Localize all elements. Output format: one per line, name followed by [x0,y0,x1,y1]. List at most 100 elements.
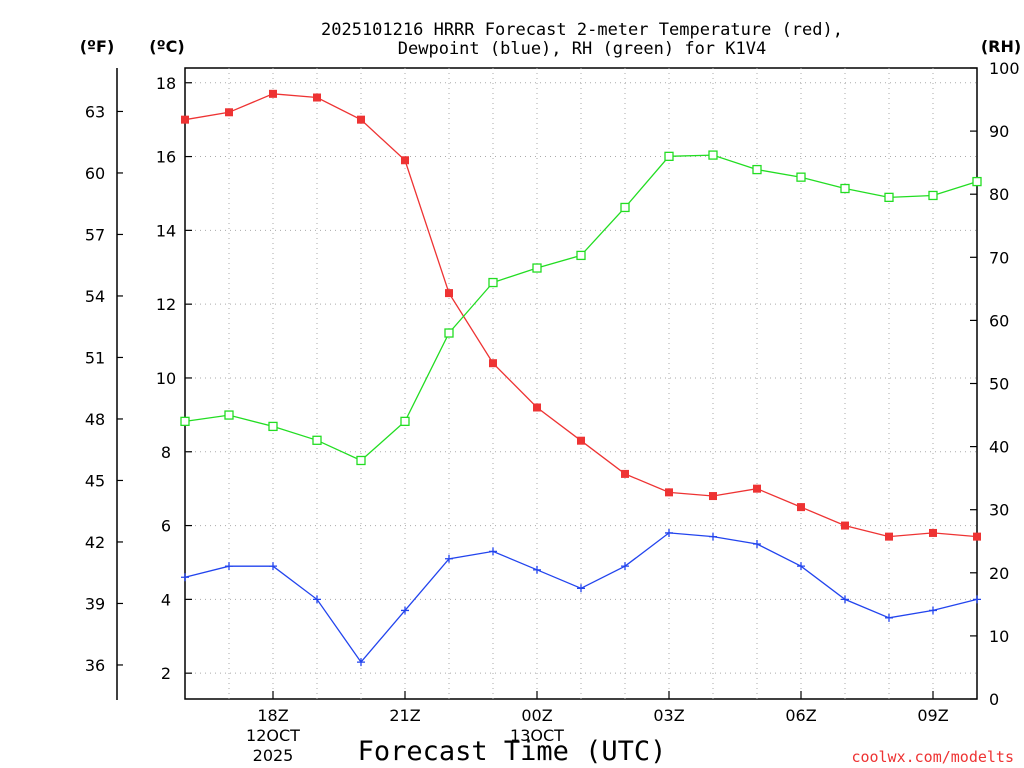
rh-point [532,263,542,273]
2-meter-temperature-point [753,484,761,493]
fahrenheit-tick-label: 39 [85,594,105,613]
fahrenheit-tick-label: 63 [85,102,105,121]
x-tick-date-label: 13OCT [510,726,564,745]
dewpoint-point [269,562,277,571]
dewpoint-point [753,540,761,549]
rh-point [356,455,366,466]
celsius-tick-label: 2 [161,664,171,683]
dewpoint-point [665,528,673,537]
celsius-tick-label: 8 [161,443,171,462]
x-tick-label: 09Z [917,706,948,725]
2-meter-temperature-point [841,521,849,530]
rh-tick-label: 10 [989,627,1009,646]
dewpoint-point [489,547,497,556]
celsius-tick-label: 18 [156,74,176,93]
rh-tick-label: 100 [989,59,1020,78]
2-meter-temperature-point [929,528,937,537]
2-meter-temperature-point [885,532,893,541]
chart-title-line1: 2025101216 HRRR Forecast 2-meter Tempera… [321,20,843,40]
rh-point [268,421,278,432]
celsius-tick-label: 4 [161,590,171,609]
dewpoint-point [533,565,541,574]
x-tick-year-label: 2025 [253,746,294,765]
fahrenheit-unit-label: (ºF) [80,37,115,56]
dewpoint-point [445,554,453,563]
rh-tick-label: 20 [989,564,1009,583]
dewpoint-point [885,613,893,622]
data-series [180,89,982,667]
rh-point [224,410,234,420]
dewpoint-point [313,595,321,604]
celsius-tick-label: 6 [161,517,171,536]
rh-unit-label: (RH) [981,37,1021,56]
rh-point [180,416,190,427]
rh-tick-label: 60 [989,311,1009,330]
2-meter-temperature-point [225,108,233,117]
rh-tick-label: 70 [989,248,1009,267]
2-meter-temperature-point [973,532,981,541]
rh-point [796,172,806,182]
x-axis-label: Forecast Time (UTC) [358,736,667,767]
rh-point [884,192,894,203]
rh-tick-label: 0 [989,690,999,709]
credit-label: coolwx.com/modelts [851,748,1014,766]
rh-point [928,190,938,201]
rh-tick-label: 30 [989,501,1009,520]
2-meter-temperature-point [621,469,629,478]
rh-point [620,202,630,213]
rh-point [664,151,674,161]
dewpoint-point [225,562,233,571]
dewpoint-point [841,595,849,604]
2-meter-temperature-point [709,492,717,501]
rh-point [444,328,454,338]
dewpoint-point [973,595,981,604]
rh-line [184,154,978,462]
celsius-tick-label: 10 [156,369,176,388]
rh-point [972,176,982,187]
fahrenheit-tick-label: 54 [85,287,105,306]
dewpoint-point [357,658,365,667]
celsius-unit-label: (ºC) [149,37,184,56]
rh-point [708,150,718,160]
2-meter-temperature-point [489,359,497,368]
dewpoint-point [797,562,805,571]
axes: 2 4 6 8 10 12 14 16 18 36 39 42 45 48 51 54 57 60 63 0 10 20 3… [85,59,1020,765]
2-meter-temperature-point [665,488,673,497]
dewpoint-point [709,532,717,541]
fahrenheit-tick-label: 60 [85,164,105,183]
x-tick-label: 06Z [785,706,816,725]
rh-tick-label: 40 [989,438,1009,457]
rh-point [488,277,498,288]
celsius-tick-label: 12 [156,295,176,314]
rh-point [312,435,322,445]
2-meter-temperature-point [401,156,409,165]
2-meter-temperature-point [313,93,321,102]
2-meter-temperature-point [533,403,541,412]
x-tick-label: 00Z [521,706,552,725]
2-meter-temperature-point [577,436,585,445]
dewpoint-point [929,606,937,615]
rh-point [752,164,762,175]
dewpoint-point [401,606,409,615]
fahrenheit-tick-label: 36 [85,656,105,675]
rh-point [576,250,586,261]
dewpoint-point [181,573,189,582]
fahrenheit-tick-label: 42 [85,533,105,552]
fahrenheit-tick-label: 51 [85,348,105,367]
celsius-tick-label: 14 [156,221,176,240]
fahrenheit-tick-label: 48 [85,410,105,429]
2-meter-temperature-point [181,115,189,124]
x-tick-date-label: 12OCT [246,726,300,745]
fahrenheit-tick-label: 45 [85,471,105,490]
x-tick-label: 03Z [653,706,684,725]
x-tick-label: 21Z [389,706,420,725]
rh-tick-label: 50 [989,375,1009,394]
chart-title-line2: Dewpoint (blue), RH (green) for K1V4 [398,39,766,59]
2-meter-temperature-point [357,115,365,124]
rh-tick-label: 90 [989,122,1009,141]
dewpoint-point [621,562,629,571]
celsius-tick-label: 16 [156,148,176,167]
rh-tick-label: 80 [989,185,1009,204]
2-meter-temperature-point [797,503,805,512]
